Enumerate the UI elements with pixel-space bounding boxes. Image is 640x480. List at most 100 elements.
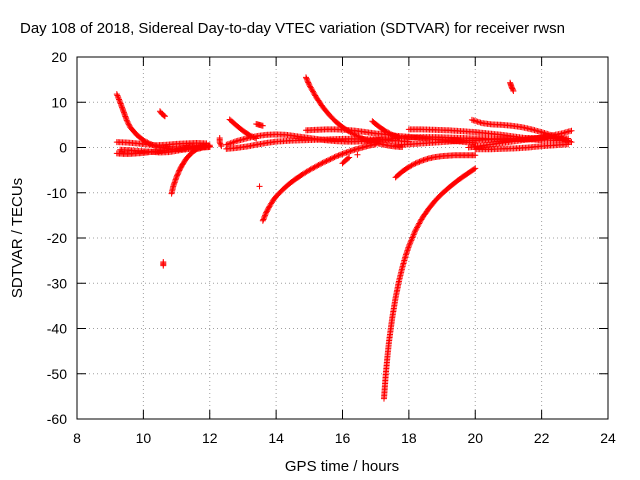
data-point — [149, 141, 156, 148]
data-point — [472, 152, 479, 159]
data-point — [405, 243, 412, 250]
data-point — [393, 133, 400, 140]
data-point — [386, 130, 393, 137]
data-point — [315, 162, 322, 169]
series-arc-u — [392, 152, 479, 181]
data-point — [568, 127, 575, 134]
data-point — [416, 219, 423, 226]
series-arc-aa — [472, 141, 572, 153]
data-point — [311, 91, 318, 98]
data-point — [152, 143, 159, 150]
data-point — [389, 131, 396, 138]
data-point — [115, 95, 122, 102]
data-point — [312, 163, 319, 170]
data-point — [305, 80, 312, 87]
data-point — [326, 156, 333, 163]
data-point — [413, 159, 420, 166]
data-point — [230, 139, 237, 146]
data-point — [247, 132, 254, 139]
data-point — [382, 128, 389, 135]
data-point — [415, 221, 422, 228]
series-arc-s — [369, 118, 402, 141]
data-point — [265, 205, 272, 212]
plot-frame — [76, 56, 609, 420]
data-point — [383, 128, 390, 135]
y-tick-label: -30 — [47, 275, 67, 291]
data-point — [304, 78, 311, 85]
data-point — [410, 231, 417, 238]
data-point — [161, 112, 168, 119]
data-point — [246, 132, 253, 139]
data-point — [143, 138, 150, 145]
data-point — [354, 151, 361, 158]
data-point — [250, 134, 257, 141]
data-point — [416, 220, 423, 227]
data-point — [332, 153, 339, 160]
y-tick-label: 10 — [51, 94, 67, 110]
data-point — [412, 227, 419, 234]
x-tick-label: 20 — [467, 430, 483, 446]
data-point — [251, 134, 258, 141]
x-tick-label: 10 — [136, 430, 152, 446]
data-point — [145, 140, 152, 147]
data-point — [306, 82, 313, 89]
data-point — [417, 217, 424, 224]
data-point — [565, 141, 572, 148]
data-point — [303, 75, 310, 82]
data-point — [362, 136, 369, 143]
data-point — [308, 85, 315, 92]
x-tick-label: 8 — [73, 430, 81, 446]
data-point — [260, 216, 267, 223]
data-point — [412, 160, 419, 167]
data-point — [218, 143, 225, 150]
x-tick-label: 18 — [401, 430, 417, 446]
data-point — [471, 166, 478, 173]
data-point — [359, 135, 366, 142]
y-tick-label: -50 — [47, 366, 67, 382]
data-point — [564, 137, 571, 144]
data-point — [407, 240, 414, 247]
y-tick-label: -20 — [47, 230, 67, 246]
data-point — [324, 157, 331, 164]
data-point — [405, 163, 412, 170]
data-point — [407, 163, 414, 170]
y-tick-label: -60 — [47, 411, 67, 427]
series-arc-n — [259, 141, 379, 224]
data-point — [413, 224, 420, 231]
y-tick-label: 0 — [59, 140, 67, 156]
data-point — [308, 165, 315, 172]
data-point — [334, 153, 341, 160]
data-point — [411, 228, 418, 235]
data-point — [394, 134, 401, 141]
data-point — [311, 164, 318, 171]
series-arc-m — [256, 183, 263, 190]
series-arc-z — [465, 127, 575, 151]
data-point — [309, 87, 316, 94]
data-point — [416, 158, 423, 165]
chart-title: Day 108 of 2018, Sidereal Day-to-day VTE… — [20, 20, 565, 37]
data-point — [125, 120, 132, 127]
data-point — [113, 91, 120, 98]
data-point — [409, 161, 416, 168]
series-arc-f — [168, 144, 213, 197]
data-point — [264, 207, 271, 214]
data-point — [411, 230, 418, 237]
series-arc-o — [302, 74, 406, 151]
data-point — [391, 132, 398, 139]
data-point — [510, 87, 517, 94]
data-point — [124, 118, 131, 125]
data-point — [262, 211, 269, 218]
data-point — [310, 89, 317, 96]
data-point — [314, 162, 321, 169]
data-point — [322, 158, 329, 165]
y-tick-label: -40 — [47, 321, 67, 337]
data-point — [415, 159, 422, 166]
data-point — [260, 215, 267, 222]
series-arc-r — [354, 151, 361, 158]
data-point — [417, 158, 424, 165]
data-point — [231, 138, 238, 145]
data-point — [509, 86, 516, 93]
data-point — [261, 213, 268, 220]
data-point — [406, 241, 413, 248]
data-point — [116, 96, 123, 103]
